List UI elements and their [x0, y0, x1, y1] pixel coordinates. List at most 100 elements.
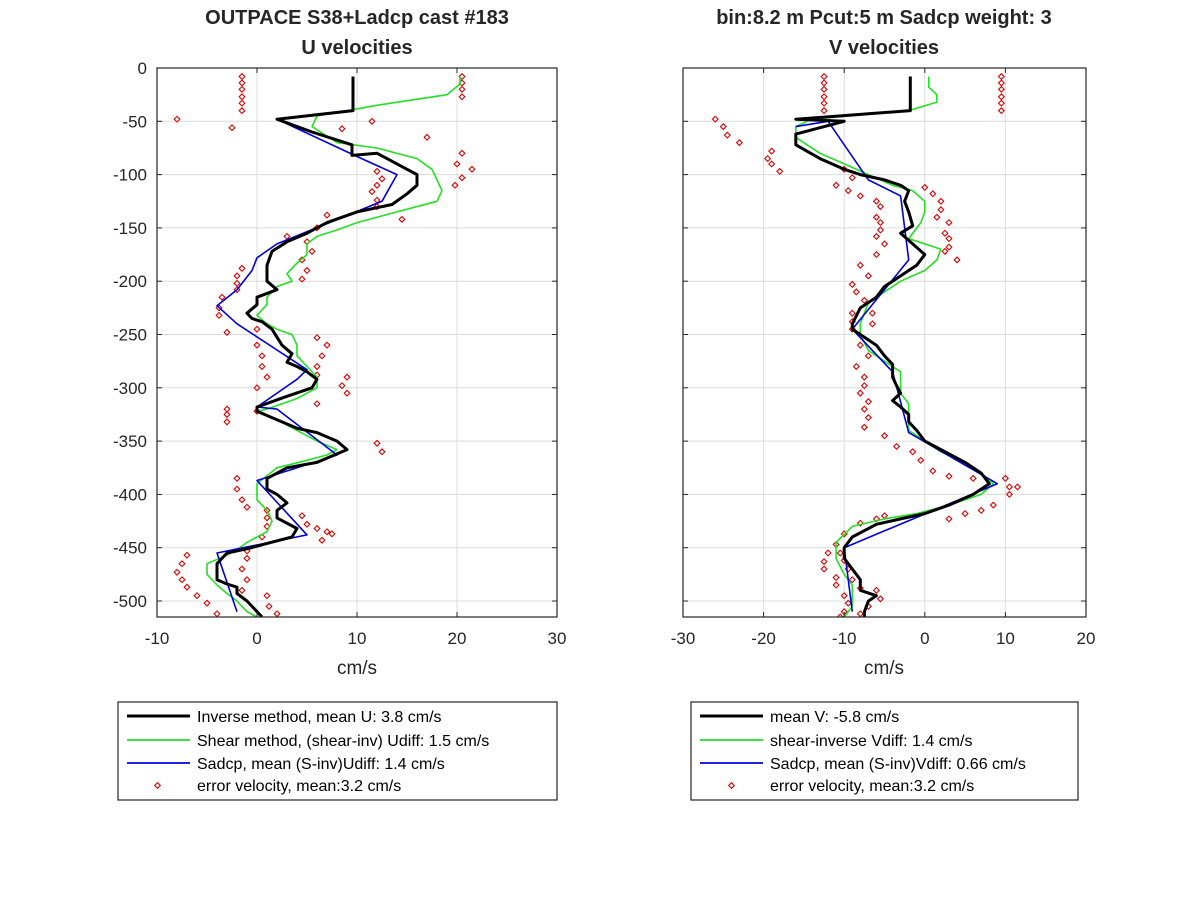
u-x-tick-label: 10 — [348, 629, 367, 648]
u-x-axis-label: cm/s — [337, 658, 377, 679]
u-x-tick-label: -10 — [145, 629, 170, 648]
u-error-marker — [338, 125, 346, 133]
v-error-marker — [921, 183, 929, 192]
u-legend-sadcp-label: Sadcp, mean (S-inv)Udiff: 1.4 cm/s — [197, 756, 445, 773]
v-x-tick-label: 0 — [920, 629, 929, 648]
u-y-tick-label: -450 — [113, 539, 147, 558]
v-error-marker — [820, 93, 828, 101]
u-error-marker — [223, 328, 231, 336]
v-error-marker — [929, 467, 937, 475]
v-error-marker — [868, 320, 877, 328]
v-x-tick-label: -10 — [832, 629, 857, 648]
u-error-marker — [233, 279, 241, 287]
v-error-marker — [832, 181, 840, 189]
v-title-line2: V velocities — [829, 37, 939, 59]
v-error-marker — [832, 573, 840, 582]
u-gridlines — [157, 68, 557, 617]
v-error-marker — [909, 448, 917, 456]
u-error-marker — [298, 275, 306, 283]
v-error-marker — [997, 99, 1005, 107]
v-legend-mean-label: mean V: -5.8 cm/s — [770, 709, 899, 726]
v-error-marker — [953, 256, 961, 264]
u-y-tick-label: 0 — [138, 59, 147, 78]
u-y-tick-label: -500 — [113, 592, 147, 611]
v-error-marker — [820, 565, 828, 573]
u-error-marker — [265, 602, 273, 610]
v-error-marker — [933, 213, 941, 221]
u-error-marker — [258, 362, 266, 371]
v-error-marker — [997, 107, 1005, 115]
v-velocity-panel: bin:8.2 m Pcut:5 m Sadcp weight: 3 V vel… — [671, 7, 1095, 801]
u-error-marker — [183, 583, 191, 591]
u-error-marker — [215, 311, 223, 319]
v-error-marker — [764, 155, 772, 163]
u-y-tick-label: -300 — [113, 379, 147, 398]
u-error-marker — [458, 85, 466, 93]
v-error-marker — [937, 197, 945, 205]
u-y-tick-label: -350 — [113, 432, 147, 451]
u-error-marker — [423, 133, 431, 141]
u-error-marker — [323, 528, 331, 536]
v-sadcp-line — [795, 120, 999, 612]
v-error-marker — [1005, 490, 1014, 499]
v-error-marker — [868, 309, 877, 317]
u-error-marker — [458, 174, 466, 182]
u-title-line2: U velocities — [301, 37, 412, 59]
u-error-marker — [258, 352, 266, 360]
u-error-marker — [313, 334, 321, 342]
u-error-marker — [223, 410, 231, 419]
u-error-marker — [183, 551, 191, 559]
u-error-marker — [298, 512, 306, 520]
v-error-marker — [880, 240, 889, 248]
u-legend-error-label: error velocity, mean:3.2 cm/s — [197, 778, 401, 795]
u-error-marker — [233, 272, 241, 280]
v-error-marker — [997, 93, 1005, 101]
u-error-marker — [368, 188, 376, 196]
v-error-marker — [856, 341, 864, 349]
v-error-marker — [856, 192, 864, 200]
v-error-marker — [836, 613, 844, 617]
u-error-marker — [238, 565, 246, 573]
v-error-marker — [768, 160, 776, 168]
v-error-marker — [937, 206, 945, 214]
v-legend: mean V: -5.8 cm/s shear-inverse Vdiff: 1… — [690, 701, 1079, 801]
u-error-marker — [373, 181, 381, 189]
v-error-marker — [860, 423, 868, 431]
u-legend-inverse-label: Inverse method, mean U: 3.8 cm/s — [197, 709, 442, 726]
v-error-marker — [824, 549, 832, 557]
v-error-marker — [1013, 483, 1022, 491]
v-error-marker — [961, 509, 969, 518]
u-velocity-panel: OUTPACE S38+Ladcp cast #183 U velocities… — [113, 7, 566, 801]
v-ticks: -30 -20 -10 0 10 20 — [671, 67, 1095, 648]
u-error-marker — [313, 362, 321, 371]
u-error-velocity-markers — [173, 72, 476, 617]
u-error-marker — [468, 165, 476, 173]
u-error-marker — [398, 215, 406, 223]
u-error-marker — [193, 592, 201, 600]
u-error-marker — [318, 536, 326, 544]
u-ticks: -10 0 10 20 300-50-100-150-200-250-300-350-4… — [113, 59, 566, 648]
u-error-marker — [238, 107, 246, 115]
u-series — [173, 72, 476, 617]
u-error-marker — [263, 373, 271, 381]
u-error-marker — [378, 448, 386, 456]
v-error-marker — [945, 515, 953, 523]
v-error-marker — [723, 131, 731, 139]
v-error-marker — [917, 456, 925, 464]
v-error-marker — [880, 432, 889, 440]
u-error-marker — [451, 181, 459, 189]
u-error-marker — [458, 93, 466, 101]
u-legend-shear-label: Shear method, (shear-inv) Udiff: 1.5 cm/… — [197, 733, 489, 750]
v-legend-shear-label: shear-inverse Vdiff: 1.4 cm/s — [770, 733, 972, 750]
v-error-marker — [840, 592, 848, 600]
u-error-marker — [458, 149, 466, 157]
u-error-marker — [233, 474, 241, 483]
u-error-marker — [243, 576, 251, 584]
u-error-marker — [313, 400, 321, 408]
v-error-marker — [977, 506, 985, 515]
v-error-marker — [719, 123, 727, 131]
v-error-marker — [820, 99, 828, 107]
v-legend-error-swatch — [727, 781, 736, 790]
u-error-marker — [323, 211, 331, 219]
